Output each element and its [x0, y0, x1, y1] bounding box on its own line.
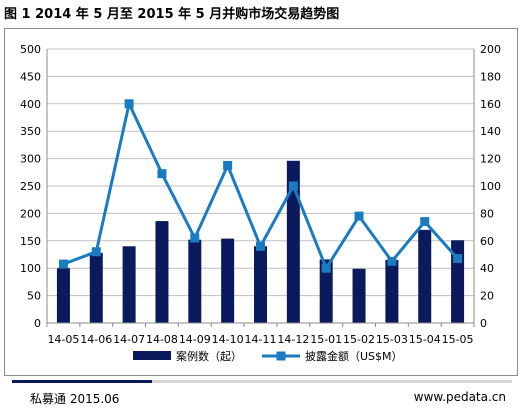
line-point — [58, 259, 68, 269]
source-note: 私募通 2015.06 — [30, 392, 120, 406]
line-series — [58, 99, 463, 273]
y-left-tick-label: 300 — [20, 153, 41, 166]
line-point — [288, 181, 298, 191]
line-point — [420, 217, 430, 227]
line-point — [387, 256, 397, 266]
y-right-tick-label: 160 — [480, 98, 501, 111]
y-right-tick-label: 0 — [480, 317, 487, 330]
y-right-tick-label: 40 — [480, 262, 494, 275]
x-tick-label: 14-08 — [146, 333, 178, 346]
bar — [56, 268, 70, 323]
x-tick-label: 14-10 — [212, 333, 244, 346]
bar — [418, 229, 432, 323]
x-tick-label: 14-05 — [47, 333, 79, 346]
legend: 案例数（起） 披露金额（US$M） — [133, 349, 403, 363]
y-left-tick-label: 100 — [20, 262, 41, 275]
y-right-tick-label: 80 — [480, 207, 494, 220]
footer-divider-accent — [12, 380, 152, 383]
x-tick-label: 15-04 — [409, 333, 441, 346]
bar — [155, 221, 169, 323]
footer-divider — [12, 380, 512, 383]
bar — [286, 160, 300, 323]
y-left-tick-label: 350 — [20, 125, 41, 138]
y-left-tick-label: 250 — [20, 180, 41, 193]
line-point — [91, 247, 101, 257]
x-tick-label: 15-02 — [343, 333, 375, 346]
y-left-tick-label: 400 — [20, 98, 41, 111]
y-right-tick-label: 100 — [480, 180, 501, 193]
bar-series — [56, 160, 465, 323]
chart-frame — [4, 28, 518, 376]
x-tick-label: 14-11 — [245, 333, 277, 346]
y-right-tick-label: 120 — [480, 153, 501, 166]
legend-line-label: 披露金额（US$M） — [305, 349, 403, 363]
x-tick-label: 15-05 — [442, 333, 474, 346]
line-point — [124, 99, 134, 109]
x-tick-label: 14-06 — [80, 333, 112, 346]
y-left-tick-label: 500 — [20, 43, 41, 56]
y-left-tick-label: 150 — [20, 235, 41, 248]
bar — [254, 246, 267, 323]
line-point — [256, 241, 265, 251]
line-point — [354, 211, 364, 221]
y-right-tick-label: 140 — [480, 125, 501, 138]
line-point — [321, 263, 331, 273]
y-left-tick-label: 200 — [20, 207, 41, 220]
legend-line-marker — [276, 351, 286, 361]
x-tick-label: 15-03 — [376, 333, 408, 346]
y-right-tick-label: 200 — [480, 43, 501, 56]
line-point — [190, 233, 200, 243]
bar — [319, 259, 333, 323]
x-tick-label: 14-09 — [179, 333, 211, 346]
source-url: www.pedata.cn — [413, 390, 506, 404]
y-right-tick-label: 60 — [480, 235, 494, 248]
y-right-tick-label: 180 — [480, 70, 501, 83]
bar — [89, 252, 103, 323]
axes: 0 50 100 150 200 250 300 350 400 450 500 0 20 40 60 80 1… — [20, 43, 501, 346]
legend-bar-swatch — [133, 351, 171, 360]
bar — [221, 238, 235, 323]
x-tick-label: 14-12 — [277, 333, 309, 346]
x-tick-label: 15-01 — [310, 333, 342, 346]
y-right-tick-label: 20 — [480, 290, 494, 303]
bar — [352, 268, 366, 323]
line-point — [223, 160, 233, 170]
bar — [188, 239, 202, 323]
chart-svg: 0 50 100 150 200 250 300 350 400 450 500 0 20 40 60 80 1… — [20, 43, 501, 363]
y-left-tick-label: 0 — [34, 317, 41, 330]
legend-bar-label: 案例数（起） — [176, 349, 242, 363]
y-left-tick-label: 450 — [20, 70, 41, 83]
bar — [122, 246, 136, 323]
chart-title: 图 1 2014 年 5 月至 2015 年 5 月并购市场交易趋势图 — [4, 7, 340, 22]
line-point — [157, 169, 167, 179]
x-tick-label: 14-07 — [113, 333, 145, 346]
line-point — [453, 254, 463, 264]
y-left-tick-label: 50 — [27, 290, 41, 303]
bar — [385, 259, 399, 323]
